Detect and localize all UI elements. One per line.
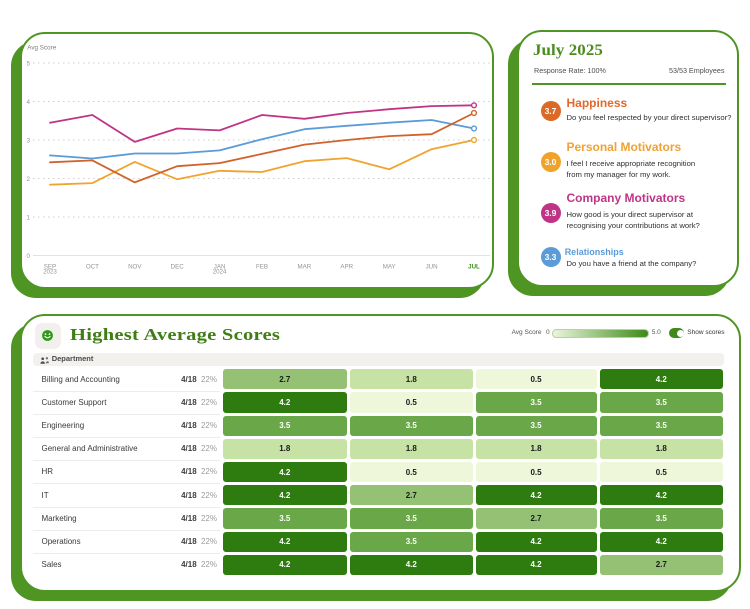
svg-text:MAR: MAR <box>298 263 312 270</box>
svg-text:1: 1 <box>26 214 30 221</box>
svg-text:2024: 2024 <box>213 269 227 276</box>
svg-text:FEB: FEB <box>256 263 268 270</box>
svg-text:SEP: SEP <box>44 263 56 270</box>
svg-text:DEC: DEC <box>171 263 185 270</box>
svg-text:JUN: JUN <box>426 263 438 270</box>
svg-text:5: 5 <box>26 60 30 67</box>
svg-text:OCT: OCT <box>86 263 99 270</box>
svg-text:3: 3 <box>26 137 30 144</box>
svg-text:NOV: NOV <box>128 263 142 270</box>
svg-text:0: 0 <box>26 253 30 260</box>
svg-text:4: 4 <box>26 99 30 106</box>
svg-text:APR: APR <box>340 263 353 270</box>
svg-text:2: 2 <box>26 176 30 183</box>
svg-text:2023: 2023 <box>43 269 57 276</box>
svg-text:JUL: JUL <box>468 263 480 270</box>
svg-text:MAY: MAY <box>383 263 396 270</box>
svg-text:Avg Score: Avg Score <box>27 44 56 51</box>
svg-text:JAN: JAN <box>214 263 226 270</box>
